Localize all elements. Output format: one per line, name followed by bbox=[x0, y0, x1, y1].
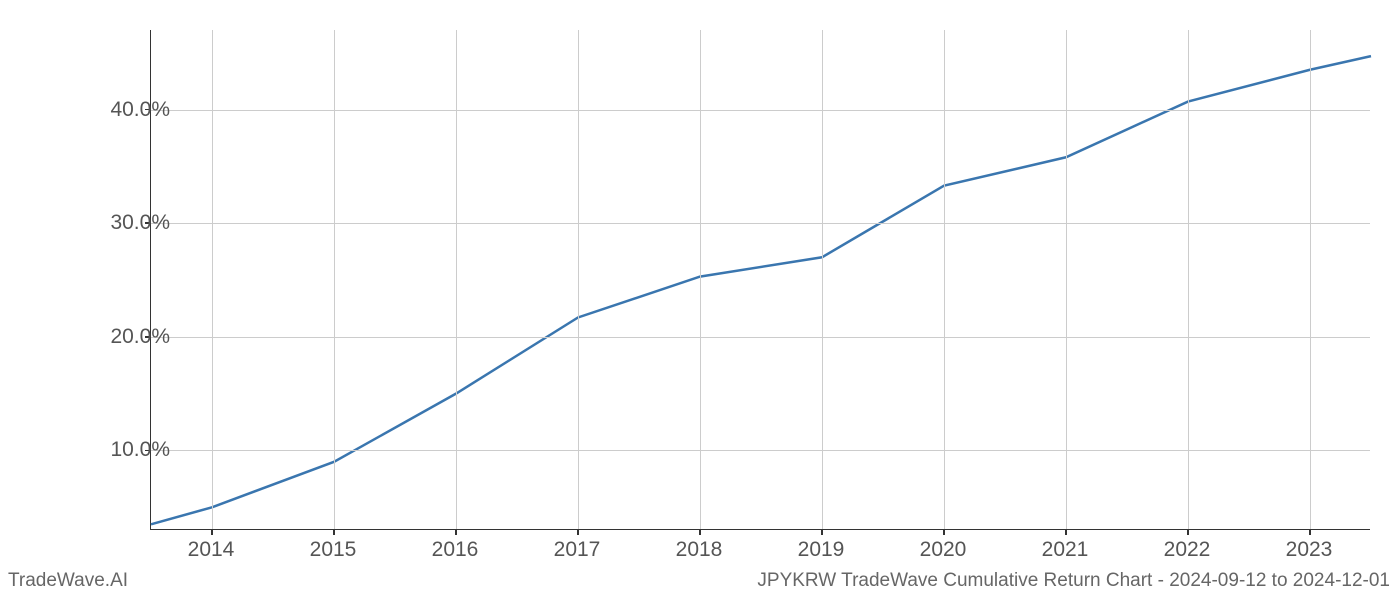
x-axis-tick-label: 2023 bbox=[1286, 538, 1333, 562]
grid-line-vertical bbox=[578, 30, 579, 529]
x-axis-tick-label: 2014 bbox=[188, 538, 235, 562]
x-tick-mark bbox=[699, 529, 701, 535]
grid-line-vertical bbox=[822, 30, 823, 529]
x-tick-mark bbox=[821, 529, 823, 535]
x-tick-mark bbox=[333, 529, 335, 535]
x-axis-tick-label: 2020 bbox=[920, 538, 967, 562]
x-axis-tick-label: 2015 bbox=[310, 538, 357, 562]
x-tick-mark bbox=[455, 529, 457, 535]
footer-caption: JPYKRW TradeWave Cumulative Return Chart… bbox=[757, 570, 1390, 592]
chart-container bbox=[150, 30, 1370, 530]
x-tick-mark bbox=[943, 529, 945, 535]
x-axis-tick-label: 2016 bbox=[432, 538, 479, 562]
x-tick-mark bbox=[1187, 529, 1189, 535]
x-axis-tick-label: 2019 bbox=[798, 538, 845, 562]
x-axis-tick-label: 2022 bbox=[1164, 538, 1211, 562]
y-axis-tick-label: 40.0% bbox=[110, 98, 170, 122]
grid-line-vertical bbox=[944, 30, 945, 529]
x-tick-mark bbox=[211, 529, 213, 535]
x-axis-tick-label: 2021 bbox=[1042, 538, 1089, 562]
grid-line-vertical bbox=[334, 30, 335, 529]
grid-line-vertical bbox=[456, 30, 457, 529]
grid-line-vertical bbox=[1066, 30, 1067, 529]
grid-line-vertical bbox=[1310, 30, 1311, 529]
grid-line-vertical bbox=[1188, 30, 1189, 529]
grid-line-vertical bbox=[700, 30, 701, 529]
x-tick-mark bbox=[577, 529, 579, 535]
x-axis-tick-label: 2018 bbox=[676, 538, 723, 562]
grid-line-vertical bbox=[212, 30, 213, 529]
footer-brand: TradeWave.AI bbox=[8, 570, 128, 592]
x-tick-mark bbox=[1065, 529, 1067, 535]
x-tick-mark bbox=[1309, 529, 1311, 535]
y-axis-tick-label: 10.0% bbox=[110, 438, 170, 462]
y-axis-tick-label: 20.0% bbox=[110, 325, 170, 349]
y-axis-tick-label: 30.0% bbox=[110, 211, 170, 235]
plot-area bbox=[150, 30, 1370, 530]
x-axis-tick-label: 2017 bbox=[554, 538, 601, 562]
